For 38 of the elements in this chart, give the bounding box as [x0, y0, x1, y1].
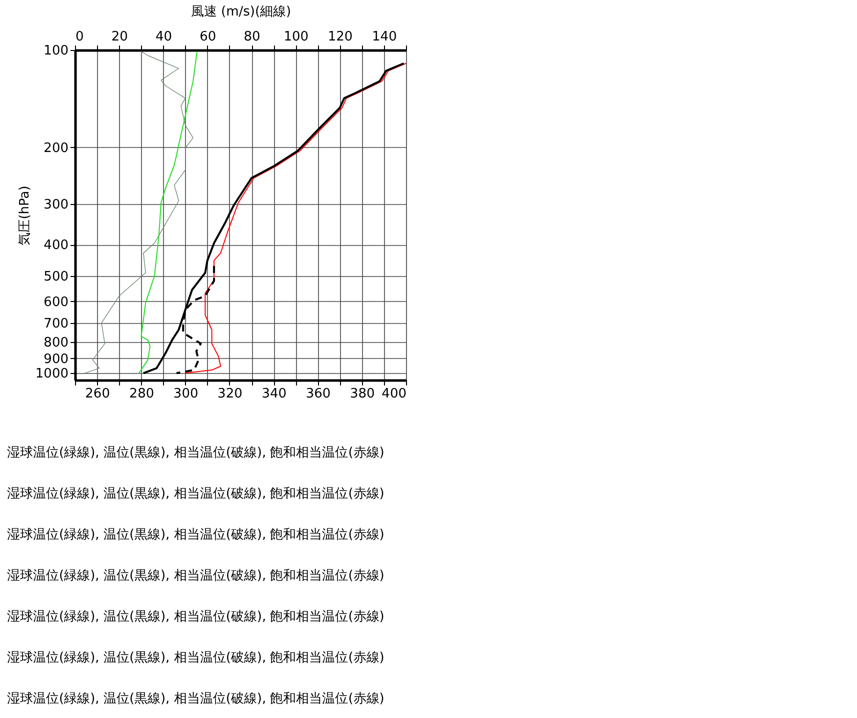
x-tick-label: 320	[218, 386, 242, 402]
text: 湿球温位(緑線), 温位(黒線), 相当温位(破線), 飽和相当温位(赤線)	[7, 446, 384, 460]
x-tick-label: 300	[173, 386, 198, 402]
x-tick-label: 340	[262, 386, 287, 402]
y-tick-label: 500	[44, 269, 68, 284]
y-tick-label: 1000	[35, 366, 68, 382]
text: 湿球温位(緑線), 温位(黒線), 相当温位(破線), 飽和相当温位(赤線)	[7, 650, 384, 666]
x2-tick-label: 0	[76, 30, 84, 44]
y-tick-label: 900	[44, 352, 68, 367]
x2-tick-label: 80	[244, 30, 260, 44]
x-tick-label: 380	[350, 386, 375, 402]
text: 湿球温位(緑線), 温位(黒線), 相当温位(破線), 飽和相当温位(赤線)	[7, 692, 384, 706]
y-tick-label: 700	[44, 316, 68, 332]
x2-tick-label: 140	[372, 30, 397, 44]
y-tick-label: 400	[44, 238, 68, 254]
y-tick-label: 600	[44, 294, 68, 310]
text: 湿球温位(緑線), 温位(黒線), 相当温位(破線), 飽和相当温位(赤線)	[7, 528, 384, 542]
x-tick-label: 400	[382, 386, 406, 402]
y-tick-label: 100	[44, 44, 68, 58]
y-tick-label: 800	[44, 335, 68, 350]
x2-axis-title: 風速 (m/s)(細線)	[190, 4, 292, 20]
line-series	[184, 62, 406, 374]
y-axis-title: 気圧(hPa)	[17, 186, 32, 246]
x2-tick-label: 20	[111, 30, 128, 44]
x2-tick-label: 100	[284, 30, 309, 44]
line-series	[142, 62, 405, 374]
text: 湿球温位(緑線), 温位(黒線), 相当温位(破線), 飽和相当温位(赤線)	[7, 568, 384, 584]
text: 湿球温位(緑線), 温位(黒線), 相当温位(破線), 飽和相当温位(赤線)	[7, 486, 384, 502]
x2-tick-label: 60	[200, 30, 216, 44]
x-tick-label: 260	[85, 386, 110, 402]
y-tick-label: 300	[44, 198, 68, 213]
x2-tick-label: 120	[328, 30, 353, 44]
x-tick-label: 360	[306, 386, 331, 402]
line-series	[138, 50, 198, 374]
y-tick-label: 200	[44, 140, 68, 156]
x-tick-label: 280	[129, 386, 154, 402]
x2-tick-label: 40	[155, 30, 172, 44]
text: 湿球温位(緑線), 温位(黒線), 相当温位(破線), 飽和相当温位(赤線)	[7, 610, 384, 624]
